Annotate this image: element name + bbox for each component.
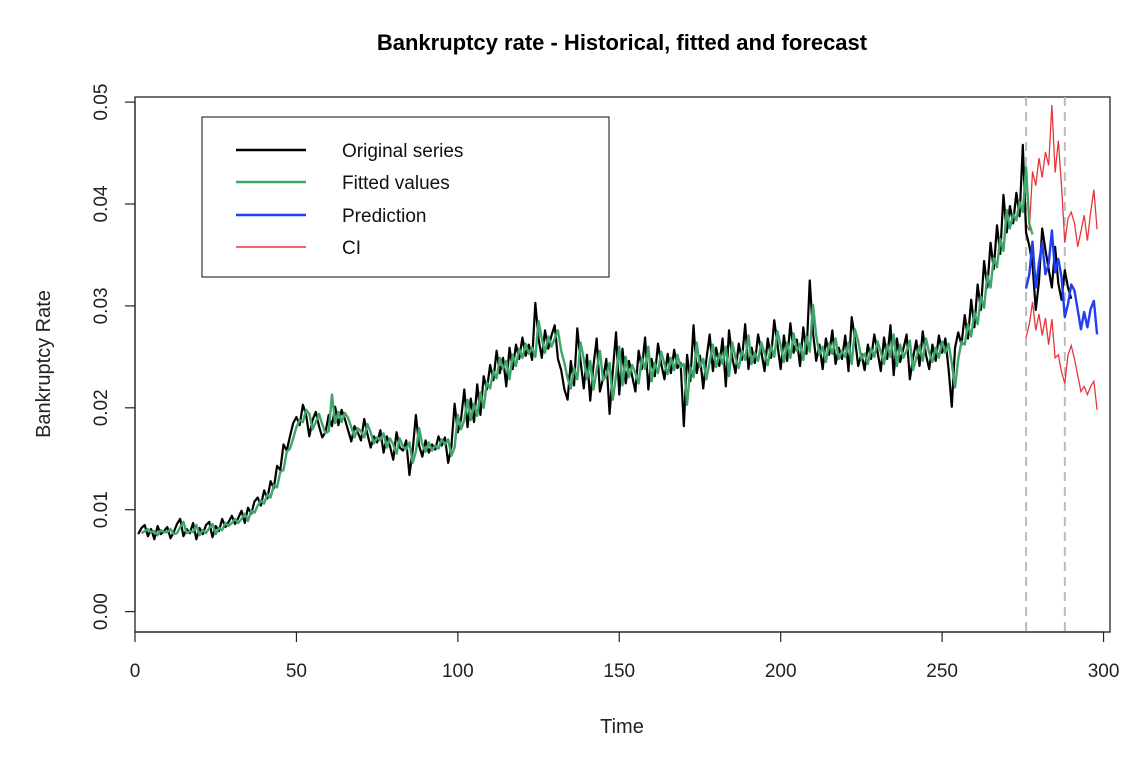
- x-tick-label: 300: [1088, 661, 1120, 682]
- series-ci-upper: [1025, 105, 1098, 247]
- legend-label-ci: CI: [342, 238, 361, 259]
- y-tick-label: 0.03: [91, 287, 112, 324]
- series-prediction: [1024, 229, 1099, 335]
- legend-label-fitted: Fitted values: [342, 173, 450, 194]
- y-tick-label: 0.01: [91, 491, 112, 528]
- legend-label-prediction: Prediction: [342, 206, 427, 227]
- y-axis: 0.00 0.01 0.02 0.03 0.04 0.05: [91, 84, 136, 630]
- series-ci-lower: [1025, 301, 1098, 410]
- y-axis-label: Bankruptcy Rate: [33, 290, 55, 438]
- series-layer: [137, 105, 1099, 541]
- y-tick-label: 0.00: [91, 593, 112, 630]
- y-tick-label: 0.04: [91, 185, 112, 222]
- x-tick-label: 50: [286, 661, 307, 682]
- x-tick-label: 0: [130, 661, 141, 682]
- series-fitted: [140, 166, 1034, 537]
- x-tick-label: 100: [442, 661, 474, 682]
- x-tick-label: 250: [926, 661, 958, 682]
- series-original: [137, 143, 1073, 541]
- y-tick-label: 0.05: [91, 84, 112, 121]
- legend: Original series Fitted values Prediction…: [201, 116, 610, 278]
- x-tick-label: 150: [603, 661, 635, 682]
- y-tick-label: 0.02: [91, 389, 112, 426]
- x-axis-label: Time: [600, 716, 644, 738]
- legend-label-original: Original series: [342, 141, 463, 162]
- x-tick-label: 200: [765, 661, 797, 682]
- legend-box: [201, 116, 610, 278]
- chart-title: Bankruptcy rate - Historical, fitted and…: [377, 30, 868, 55]
- x-axis: 0 50 100 150 200 250 300: [130, 631, 1120, 682]
